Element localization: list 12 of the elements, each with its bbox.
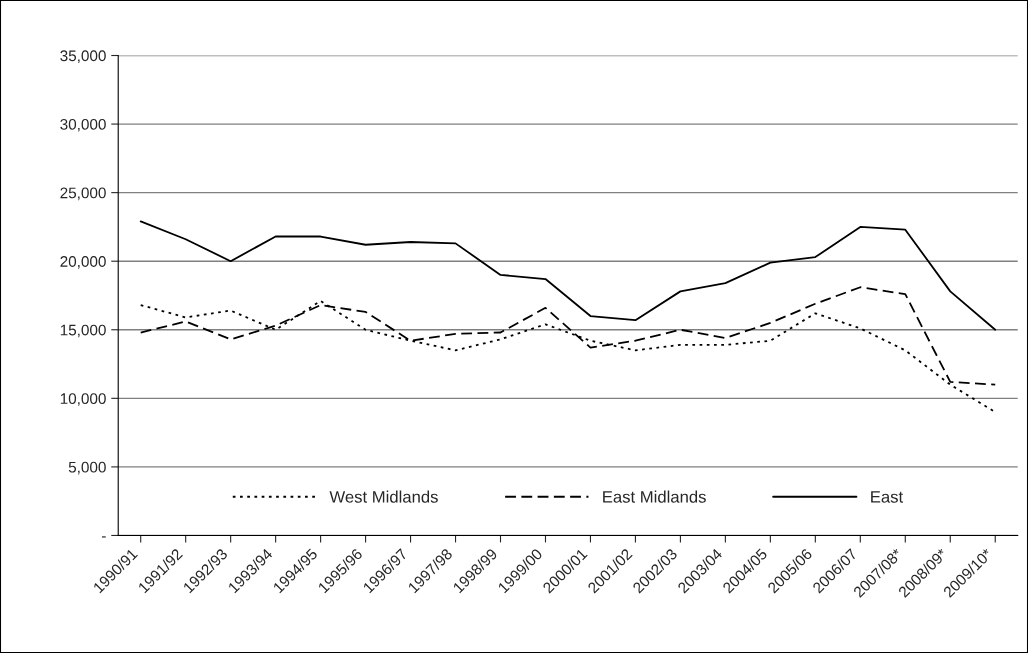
legend-label: East Midlands	[603, 490, 706, 503]
y-tick-label: 20,000	[60, 256, 106, 269]
legend-label: East	[871, 491, 904, 503]
legend-label: West Midlands	[329, 490, 438, 503]
y-tick-label: 5,000	[68, 461, 106, 475]
y-tick-label: -	[102, 536, 106, 538]
line-series	[139, 220, 997, 331]
y-tick-label: 30,000	[60, 118, 106, 132]
y-tick-label: 35,000	[60, 50, 106, 63]
y-tick-label: 15,000	[60, 324, 106, 338]
y-tick-label: 25,000	[60, 187, 106, 201]
y-tick-label: 10,000	[60, 393, 106, 406]
